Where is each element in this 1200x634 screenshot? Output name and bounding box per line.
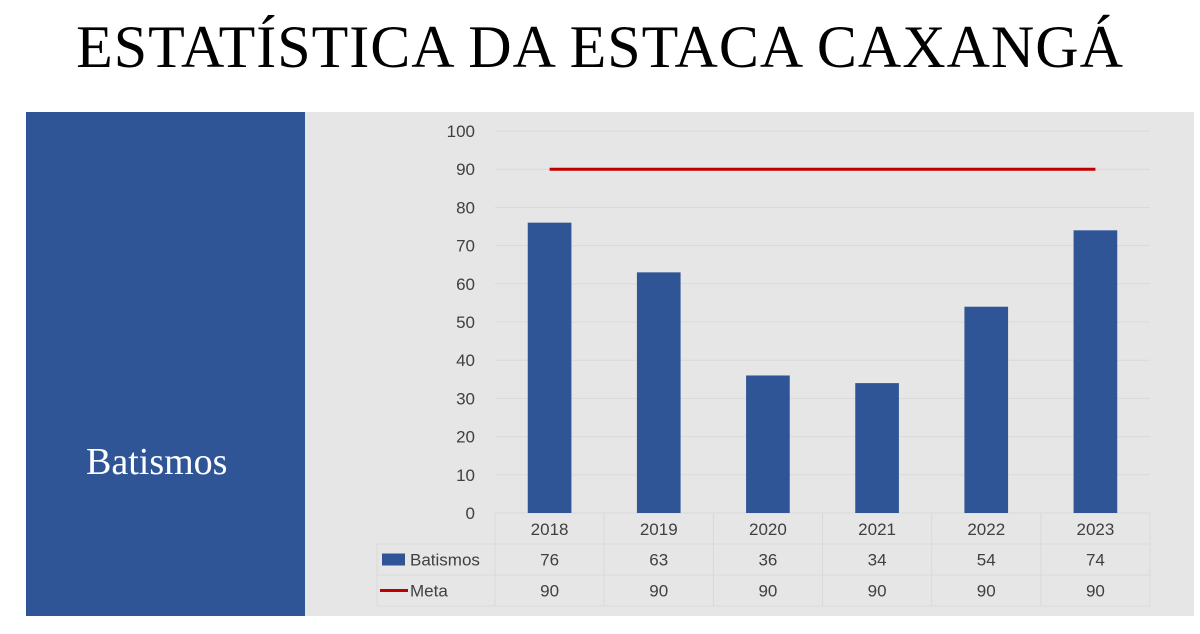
data-table-value: 36 (758, 551, 777, 570)
bar (527, 222, 572, 513)
y-tick-label: 60 (456, 275, 475, 294)
x-tick-label: 2020 (749, 520, 787, 539)
y-tick-label: 40 (456, 351, 475, 370)
y-tick-label: 70 (456, 237, 475, 256)
x-tick-label: 2018 (531, 520, 569, 539)
y-tick-label: 0 (466, 504, 475, 523)
bar (855, 383, 899, 513)
y-tick-label: 50 (456, 313, 475, 332)
side-label: Batismos (86, 441, 228, 483)
legend-key-batismos (382, 553, 405, 566)
data-table-value: 76 (540, 551, 559, 570)
y-tick-label: 100 (447, 122, 475, 141)
side-panel: Batismos (26, 112, 305, 616)
x-tick-label: 2021 (858, 520, 896, 539)
data-table-value: 34 (868, 551, 887, 570)
chart-area: 0 10 20 30 40 50 60 70 80 90 100 2018 2019 2020 2021 20… (305, 112, 1194, 616)
y-tick-label: 90 (456, 160, 475, 179)
bar (964, 306, 1009, 513)
bar (1073, 230, 1118, 513)
legend-label: Batismos (410, 551, 480, 570)
data-table-value: 54 (977, 551, 996, 570)
data-table-value: 74 (1086, 551, 1105, 570)
data-table-value: 90 (649, 582, 668, 601)
data-table-value: 90 (868, 582, 887, 601)
chart: 0 10 20 30 40 50 60 70 80 90 100 2018 2019 2020 2021 20… (376, 122, 1151, 607)
data-table-value: 90 (1086, 582, 1105, 601)
x-tick-label: 2023 (1077, 520, 1115, 539)
slide-title: ESTATÍSTICA DA ESTACA CAXANGÁ (76, 14, 1124, 80)
data-table-value: 90 (758, 582, 777, 601)
legend-label: Meta (410, 582, 448, 601)
bar (636, 272, 681, 513)
y-tick-label: 30 (456, 389, 475, 408)
x-tick-label: 2022 (967, 520, 1005, 539)
data-table-value: 90 (540, 582, 559, 601)
y-tick-label: 20 (456, 428, 475, 447)
data-table-value: 90 (977, 582, 996, 601)
x-tick-label: 2019 (640, 520, 678, 539)
y-tick-label: 10 (456, 466, 475, 485)
data-table-value: 63 (649, 551, 668, 570)
bar (746, 375, 790, 513)
y-tick-label: 80 (456, 198, 475, 217)
